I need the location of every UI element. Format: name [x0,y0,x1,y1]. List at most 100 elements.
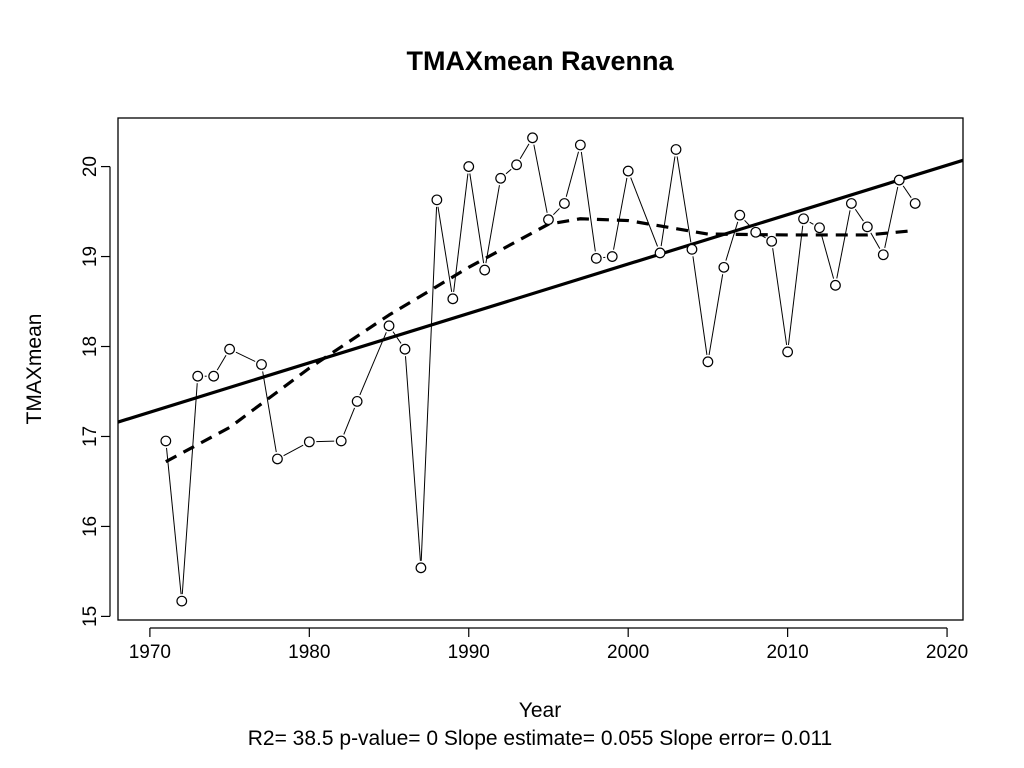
data-point [606,251,618,262]
data-point [670,144,682,155]
data-point [224,343,236,355]
data-connector [580,151,596,252]
data-connector [359,332,387,396]
data-point [622,165,634,177]
data-connector [820,234,835,279]
chart-title: TMAXmean Ravenna [406,46,674,76]
data-point [702,356,714,368]
data-point [877,249,889,261]
data-point [909,198,921,209]
data-point [431,194,443,206]
data-connector [854,208,864,222]
data-point [399,343,411,355]
data-point [447,293,459,305]
data-connector [181,383,198,595]
data-point [814,222,825,234]
y-axis-label: TMAXmean [23,314,46,425]
x-axis-label: Year [519,699,561,722]
data-connector [725,221,739,261]
trend-line [118,158,963,424]
data-point [383,320,395,332]
y-tick-label: 16 [80,516,101,537]
x-tick-label: 1980 [288,642,330,663]
data-point [782,346,794,358]
data-connector [216,354,227,371]
y-tick-label: 17 [80,426,101,447]
data-point [160,435,172,447]
data-connector [565,151,579,197]
data-connector [437,206,453,292]
data-connector [761,235,766,239]
data-point [527,132,538,144]
data-connector [283,444,304,457]
y-tick-label: 18 [80,336,101,357]
data-point [861,221,873,233]
data-connector [533,144,548,213]
data-connector [420,206,438,561]
x-tick-label: 2000 [607,642,649,663]
data-point [272,453,283,465]
data-point [511,159,522,171]
data-connector [166,447,182,595]
data-point [766,235,778,247]
data-point [415,562,427,574]
data-point [574,139,586,151]
data-connector [902,185,912,198]
data-connector [519,143,530,160]
data-point [845,198,857,209]
plot-area [118,132,963,607]
x-tick-label: 2020 [926,642,968,663]
data-point [463,161,475,172]
x-tick-label: 1970 [129,642,171,663]
smooth-curve [165,217,916,464]
data-connector [404,356,421,561]
data-connector [884,186,899,249]
data-point [479,264,491,276]
axes: 1970 1980 1990 2000 2010 2020 15 16 17 18 19 20 [80,156,968,663]
data-connector [235,351,256,362]
data-connector [485,185,500,264]
data-connector [676,156,692,243]
data-point [734,209,746,221]
data-point [495,172,507,184]
y-tick-label: 15 [80,606,101,627]
data-connector [708,274,724,355]
y-tick-label: 20 [80,156,101,177]
data-point [798,213,809,225]
data-point [176,595,188,607]
data-point [208,370,220,382]
data-point [590,252,602,264]
data-point [256,359,267,370]
data-point [686,243,698,255]
plot-frame [117,117,964,621]
data-connector [660,156,676,247]
data-point [351,395,363,407]
data-connector [469,173,485,264]
data-connector [453,173,469,292]
data-connector [836,210,851,279]
data-point [654,247,666,259]
data-point [303,436,315,448]
data-point [893,174,905,186]
stats-line: R2= 38.5 p-value= 0 Slope estimate= 0.05… [248,727,833,750]
data-connector [316,440,335,443]
x-tick-label: 2010 [766,642,808,663]
data-connector [772,248,788,346]
data-connector [870,232,881,249]
data-connector [343,407,355,435]
data-point [335,435,347,447]
data-connector [553,208,560,216]
y-tick-label: 19 [80,246,101,267]
data-connector [613,177,628,250]
data-point [192,370,204,382]
data-connector [630,177,659,247]
data-connector [809,221,814,225]
data-connector [392,331,402,344]
data-connector [262,371,277,453]
data-point [718,261,730,273]
data-point [830,279,841,291]
data-point [543,214,554,226]
data-connector [505,168,512,175]
data-point [750,226,762,238]
